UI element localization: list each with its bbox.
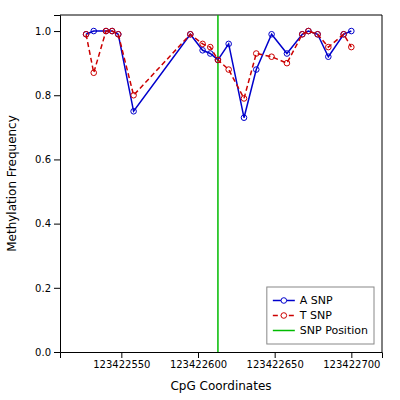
point	[326, 44, 332, 50]
point	[215, 57, 221, 63]
point	[306, 28, 312, 34]
point	[207, 44, 213, 50]
legend-box	[267, 287, 374, 344]
tick: 1.0	[35, 26, 60, 37]
legend: A SNP T SNP SNP Position	[267, 287, 374, 344]
tick-mark	[351, 352, 352, 358]
tick-mark	[54, 352, 60, 353]
tick: 0.6	[35, 154, 60, 165]
tick: 0.0	[35, 347, 60, 358]
legend-label: A SNP	[300, 294, 333, 307]
point	[349, 28, 355, 34]
point	[200, 41, 206, 47]
tick-label: 123422600	[170, 359, 227, 370]
legend-marker	[281, 313, 287, 319]
y-axis: 0.0 0.2 0.4 0.6 0.8 1.0	[35, 16, 60, 358]
tick-label: 0.0	[35, 347, 51, 358]
tick: 0.4	[35, 218, 60, 229]
tick-mark	[121, 352, 122, 358]
point	[83, 31, 89, 37]
point	[284, 60, 290, 66]
point	[115, 31, 121, 37]
tick: 0.8	[35, 90, 60, 101]
y-axis-title: Methylation Frequency	[5, 115, 19, 252]
x-axis-line	[61, 353, 383, 359]
point	[109, 28, 115, 34]
legend-swatch	[273, 330, 295, 332]
reference-line	[217, 15, 219, 352]
tick-label: 0.6	[35, 154, 51, 165]
tick-mark	[54, 31, 60, 32]
x-axis: 123422550 123422600 123422650 123422700	[61, 352, 383, 370]
point	[207, 51, 213, 57]
tick-label: 0.8	[35, 90, 51, 101]
point	[269, 31, 275, 37]
tick-mark	[54, 288, 60, 289]
point	[91, 70, 97, 76]
point	[253, 67, 259, 73]
tick-mark	[198, 352, 199, 358]
point	[241, 115, 247, 121]
point	[200, 48, 206, 54]
point	[284, 51, 290, 57]
point	[103, 28, 109, 34]
tick: 123422600	[170, 352, 227, 370]
point	[269, 54, 275, 60]
point	[299, 31, 305, 37]
tick-mark	[275, 352, 276, 358]
point	[188, 31, 194, 37]
point	[341, 31, 347, 37]
point	[315, 31, 321, 37]
point	[131, 92, 137, 98]
point	[226, 67, 232, 73]
point	[326, 54, 332, 60]
tick: 0.2	[35, 283, 60, 294]
point	[349, 44, 355, 50]
tick-mark	[54, 224, 60, 225]
legend-label: T SNP	[299, 309, 332, 322]
tick-label: 1.0	[35, 26, 51, 37]
chart: 1234225501234226001234226501234227000.00…	[0, 0, 400, 400]
plot-area	[83, 15, 354, 352]
point	[91, 28, 97, 34]
series-line	[86, 31, 351, 98]
point	[299, 31, 305, 37]
tick-mark	[54, 159, 60, 160]
tick-label: 0.4	[35, 218, 51, 229]
tick-label: 123422700	[323, 359, 380, 370]
tick-label: 123422650	[247, 359, 304, 370]
point	[241, 96, 247, 102]
tick-label: 123422550	[93, 359, 150, 370]
legend-label: SNP Position	[300, 324, 368, 337]
series-line	[86, 31, 351, 118]
tick-mark	[54, 95, 60, 96]
x-axis-title: CpG Coordinates	[170, 379, 271, 393]
tick-label: 0.2	[35, 283, 51, 294]
point	[131, 108, 137, 114]
plot-frame	[60, 15, 382, 352]
tick: 123422550	[93, 352, 150, 370]
tick: 123422650	[247, 352, 304, 370]
y-axis-line	[54, 16, 61, 353]
point	[226, 41, 232, 47]
tick: 123422700	[323, 352, 380, 370]
point	[253, 51, 259, 57]
legend-marker	[281, 298, 287, 304]
